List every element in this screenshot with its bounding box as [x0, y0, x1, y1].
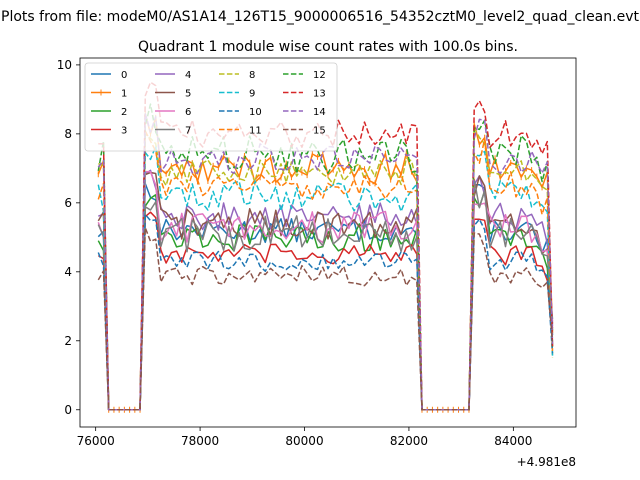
figure: Plots from file: modeM0/AS1A14_126T15_90…	[0, 0, 640, 480]
legend-label-6: 6	[185, 107, 191, 118]
legend-label-12: 12	[313, 70, 326, 81]
legend-label-0: 0	[121, 70, 127, 81]
x-tick-label: 78000	[181, 434, 219, 448]
y-tick-label: 6	[64, 196, 72, 210]
x-tick-label: 82000	[390, 434, 428, 448]
legend-label-11: 11	[249, 126, 262, 137]
chart-title: Quadrant 1 module wise count rates with …	[138, 39, 518, 55]
legend-label-7: 7	[185, 126, 191, 137]
figure-suptitle: Plots from file: modeM0/AS1A14_126T15_90…	[1, 9, 639, 25]
legend-label-5: 5	[185, 89, 191, 100]
legend-label-15: 15	[313, 126, 326, 137]
legend-label-3: 3	[121, 126, 127, 137]
legend-label-4: 4	[185, 70, 191, 81]
legend-label-9: 9	[249, 89, 255, 100]
y-tick-label: 8	[64, 127, 72, 141]
legend-label-10: 10	[249, 107, 262, 118]
y-tick-label: 4	[64, 265, 72, 279]
x-offset-label: +4.981e8	[517, 455, 576, 469]
legend-label-8: 8	[249, 70, 255, 81]
y-tick-label: 2	[64, 334, 72, 348]
x-tick-label: 84000	[494, 434, 532, 448]
x-tick-label: 76000	[77, 434, 115, 448]
legend-label-13: 13	[313, 89, 326, 100]
x-tick-label: 80000	[285, 434, 323, 448]
legend-label-14: 14	[313, 107, 326, 118]
y-tick-label: 10	[57, 58, 72, 72]
legend-label-1: 1	[121, 89, 127, 100]
y-tick-label: 0	[64, 403, 72, 417]
legend-label-2: 2	[121, 107, 127, 118]
